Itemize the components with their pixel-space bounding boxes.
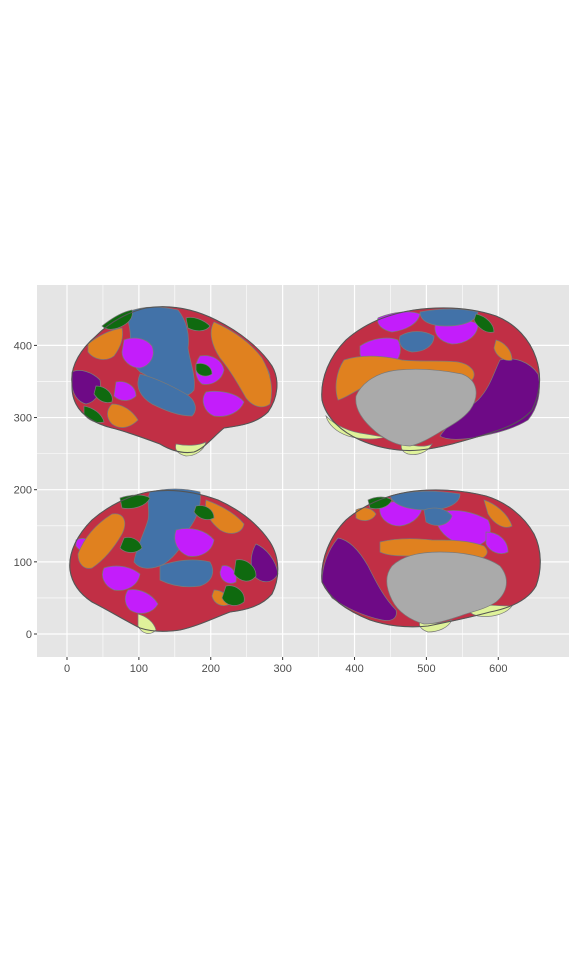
- parcel-green-2: [185, 317, 211, 332]
- y-tick-label-300: 300: [14, 413, 32, 425]
- parcel-green-5: [193, 505, 215, 520]
- parcel-purple-occipital: [321, 537, 397, 621]
- medial-wall: [355, 368, 477, 447]
- parcel-orange-temporal: [107, 403, 139, 428]
- medial-left-hemisphere: [321, 307, 541, 455]
- lateral-left-hemisphere: [71, 306, 278, 457]
- parcel-blue-2: [423, 507, 453, 526]
- parcel-green-3: [93, 385, 113, 403]
- parcel-magenta-1: [174, 528, 215, 557]
- x-tick-label-400: 400: [345, 663, 363, 675]
- medial-left-outline: [321, 307, 541, 452]
- parcel-orange-frontal: [87, 327, 123, 360]
- brain-views: [69, 306, 541, 634]
- y-tick-label-200: 200: [14, 485, 32, 497]
- parcel-orange-2: [483, 499, 513, 528]
- medial-right-hemisphere: [321, 489, 541, 633]
- parcel-green-1: [119, 537, 143, 553]
- lateral-right-hemisphere: [69, 488, 279, 634]
- parcel-green-4: [195, 363, 213, 377]
- parcel-blue-2: [399, 331, 435, 353]
- parcel-magenta-4: [219, 565, 237, 584]
- parcel-green-1: [367, 496, 393, 510]
- medial-right-outline: [321, 489, 541, 628]
- medial-wall: [386, 551, 507, 625]
- parcel-magenta-3: [485, 531, 509, 554]
- y-tick-label-400: 400: [14, 340, 32, 352]
- x-tick-label-200: 200: [202, 663, 220, 675]
- parcel-orange-parietal: [210, 321, 272, 408]
- y-tick-label-100: 100: [14, 557, 32, 569]
- x-tick-label-500: 500: [417, 663, 435, 675]
- x-tick-label-100: 100: [130, 663, 148, 675]
- parcel-green-1: [473, 313, 495, 333]
- parcel-purple-pole: [250, 543, 279, 583]
- parcel-blue-1: [389, 490, 461, 511]
- lateral-left-outline: [71, 306, 278, 454]
- y-tick-label-0: 0: [26, 629, 32, 641]
- parcel-orange-2: [493, 339, 513, 361]
- axes: 0 100 200 300 400 500 600 0 100 200 300 400: [14, 340, 508, 675]
- parcel-blue-1: [419, 308, 479, 327]
- parcel-blue-temporal: [137, 373, 196, 417]
- x-tick-label-600: 600: [489, 663, 507, 675]
- parcel-green-3: [221, 585, 245, 606]
- parcel-magenta-3: [124, 589, 159, 614]
- parcel-magenta-1: [121, 337, 154, 369]
- parcel-magenta-3: [202, 390, 245, 417]
- lateral-right-outline: [69, 489, 279, 632]
- parcel-magenta-2: [102, 565, 141, 591]
- parcel-green-2: [233, 559, 257, 582]
- parcel-blue-temporal: [159, 559, 214, 588]
- x-tick-label-0: 0: [64, 663, 70, 675]
- lateral-left-regions: [71, 306, 278, 457]
- parcel-blue-central: [133, 488, 201, 569]
- x-tick-label-300: 300: [273, 663, 291, 675]
- parcel-magenta-4: [113, 381, 137, 401]
- parcel-orange-frontal: [77, 513, 126, 569]
